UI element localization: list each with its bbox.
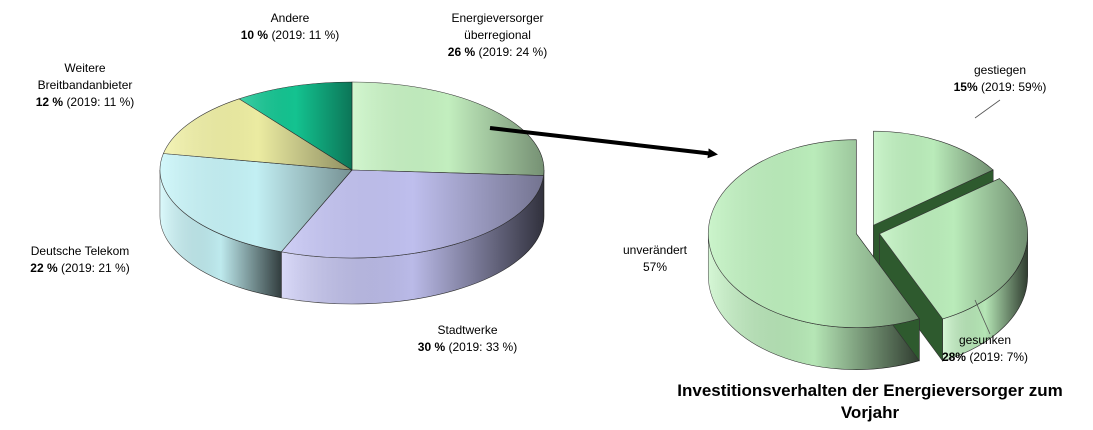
prior-label: (2019: 59%) — [981, 80, 1047, 94]
slice-shade — [160, 170, 282, 298]
value-label: 12 % — [35, 95, 64, 109]
slice-label: Andere 10 % (2019: 11 %) — [215, 10, 365, 44]
value-label: 10 % — [240, 28, 269, 42]
value-label: 26 % — [447, 45, 476, 59]
slice-shade — [708, 233, 920, 370]
value-label: 15% — [953, 80, 978, 94]
slice-shade — [942, 233, 1028, 361]
leader-line — [974, 99, 1001, 119]
slice-shade — [708, 139, 920, 328]
slice-shade — [163, 98, 352, 170]
slice-label: Energieversorger überregional 26 % (2019:… — [440, 10, 555, 61]
prior-label: (2019: 11 %) — [66, 95, 135, 109]
slice-shade — [281, 170, 544, 259]
prior-label: (2019: 7%) — [969, 350, 1029, 364]
chart-title: Investitionsverhalten der Energieversorg… — [677, 381, 1063, 422]
arrow — [489, 126, 718, 159]
slice-label: gesunken 28% (2019: 7%) — [930, 332, 1040, 366]
category-label: Andere — [270, 11, 310, 25]
category-label: Weitere Breitbandanbieter — [37, 61, 133, 92]
category-label: gestiegen — [973, 63, 1027, 77]
category-label: unverändert — [622, 243, 688, 257]
slice-shade — [352, 82, 544, 176]
prior-label: (2019: 24 %) — [478, 45, 548, 59]
pie-2 — [707, 130, 1028, 370]
value-label: 30 % — [417, 340, 446, 354]
slice-shade — [879, 178, 1028, 319]
leader-line — [974, 299, 991, 335]
prior-label: (2019: 21 %) — [60, 261, 130, 275]
value-label: 22 % — [30, 261, 58, 275]
slice-label: Weitere Breitbandanbieter 12 % (2019: 11 … — [20, 60, 150, 111]
slice-shade — [160, 153, 352, 252]
slice-shade — [239, 82, 352, 170]
value-label: 28% — [941, 350, 966, 364]
slice-label: Stadtwerke 30 % (2019: 33 %) — [400, 322, 535, 356]
prior-label: (2019: 33 %) — [448, 340, 518, 354]
slice-label: gestiegen 15% (2019: 59%) — [945, 62, 1055, 96]
category-label: Energieversorger überregional — [451, 11, 544, 42]
slice-shade — [873, 131, 994, 226]
category-label: Stadtwerke — [437, 323, 498, 337]
slice-shade — [281, 175, 544, 305]
category-label: gesunken — [958, 333, 1012, 347]
prior-label: (2019: 11 %) — [271, 28, 340, 42]
slice-label: unverändert 57% — [610, 242, 700, 276]
category-label: Deutsche Telekom — [30, 244, 130, 258]
slice-label: Deutsche Telekom 22 % (2019: 21 %) — [10, 243, 150, 277]
value-label: 57% — [642, 260, 668, 274]
pie-1 — [159, 81, 545, 305]
